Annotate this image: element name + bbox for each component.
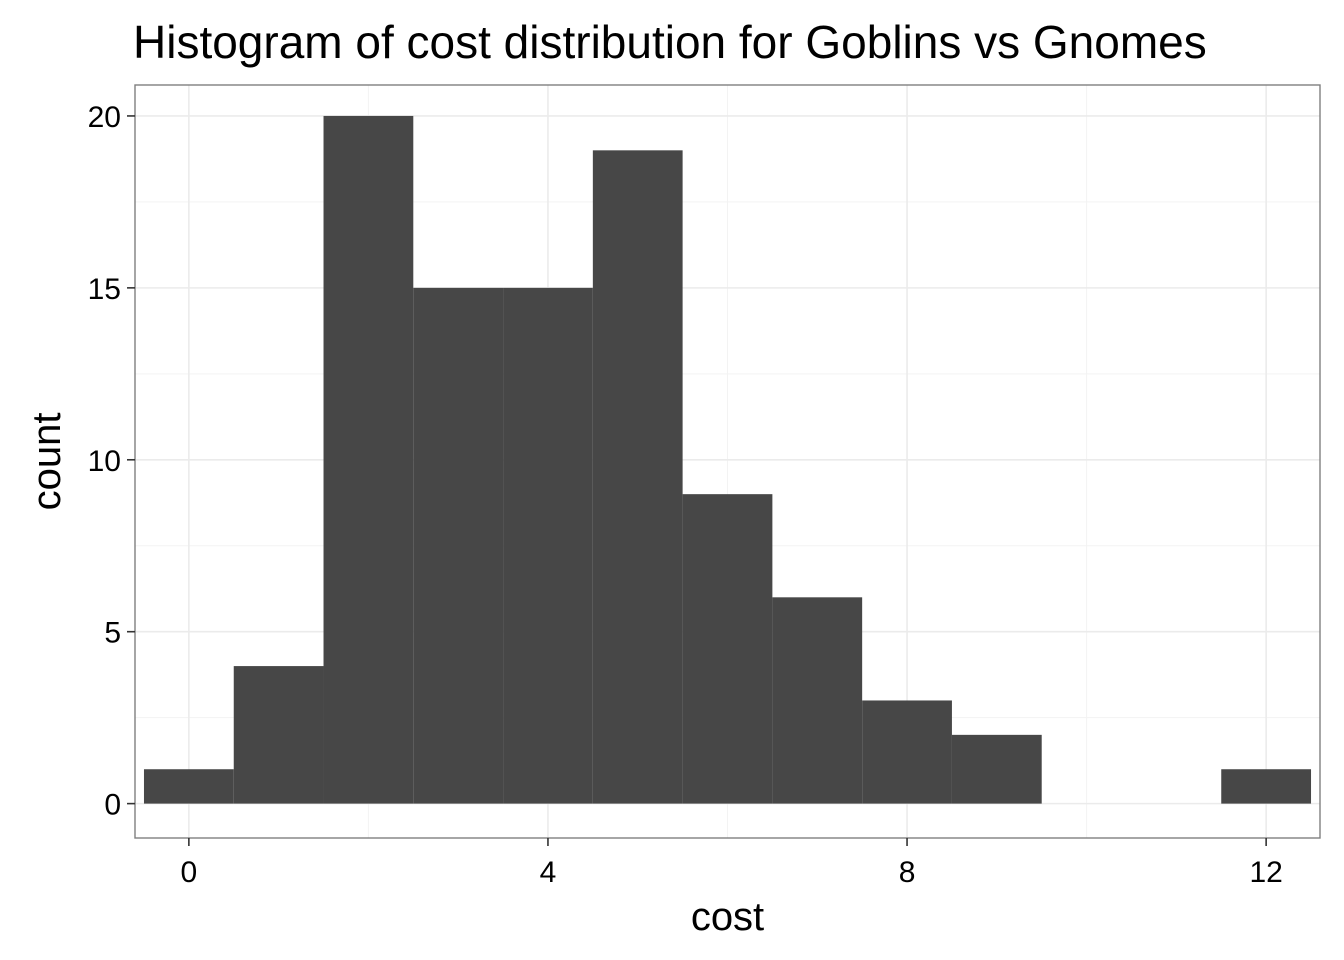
histogram-bar [951, 734, 1042, 804]
axes: 0 4 8 12 0 5 10 15 20 [88, 101, 1283, 889]
panel-border [134, 84, 1321, 839]
histogram-bar [413, 287, 504, 804]
bars [143, 115, 1312, 804]
histogram-bar [503, 287, 593, 804]
y-tick-label: 5 [104, 617, 121, 650]
histogram-bar [143, 769, 234, 804]
y-tick-label: 15 [88, 273, 121, 306]
histogram-bar [1221, 769, 1312, 804]
histogram-bar [592, 150, 683, 804]
x-tick-label: 12 [1249, 856, 1282, 889]
histogram-bar [233, 666, 324, 804]
y-tick-label: 20 [88, 101, 121, 134]
x-axis-title: cost [691, 895, 764, 939]
x-tick-label: 4 [540, 856, 557, 889]
histogram-bar [862, 700, 952, 804]
y-tick-label: 10 [88, 445, 121, 478]
histogram-bar [323, 115, 414, 804]
x-tick-label: 0 [181, 856, 198, 889]
y-tick-label: 0 [104, 789, 121, 822]
y-axis-title: count [25, 413, 69, 511]
histogram-bar [682, 494, 773, 804]
chart-title: Histogram of cost distribution for Gobli… [133, 16, 1207, 68]
histogram-bar [772, 597, 863, 804]
x-tick-label: 8 [899, 856, 916, 889]
